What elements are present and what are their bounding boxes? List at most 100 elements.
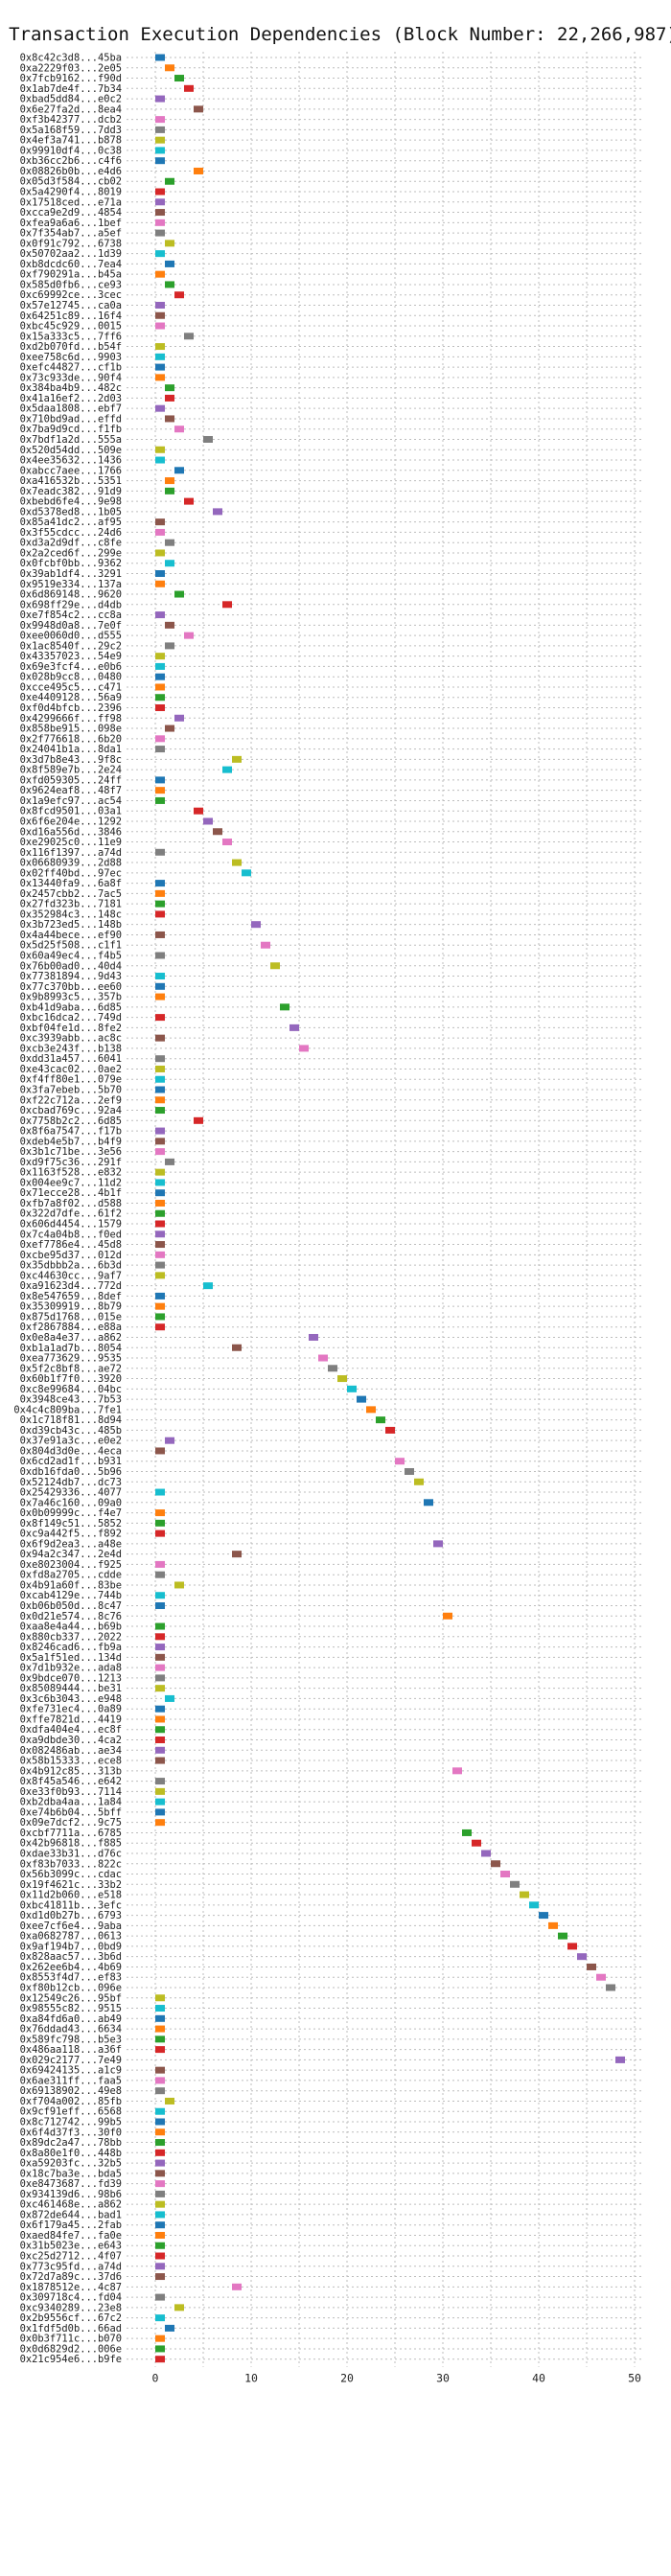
- transaction-label: 0xc9a442f5...f892: [20, 1529, 122, 1540]
- execution-bar: [155, 404, 165, 412]
- execution-bar: [548, 1921, 558, 1929]
- execution-bar: [155, 1065, 165, 1072]
- execution-bar: [165, 394, 174, 402]
- execution-bar: [155, 1530, 165, 1537]
- execution-bar: [165, 1437, 174, 1444]
- execution-bar: [155, 1560, 165, 1568]
- execution-bar: [155, 1220, 165, 1228]
- execution-bar: [155, 456, 165, 464]
- execution-bar: [155, 1055, 165, 1063]
- transaction-label: 0x21c954e6...b9fe: [20, 2354, 122, 2365]
- execution-bar: [155, 2046, 165, 2054]
- execution-bar: [155, 1644, 165, 1651]
- transaction-label: 0xd2b070fd...b54f: [20, 341, 122, 353]
- transaction-label: 0xe29025c0...11e9: [20, 837, 122, 848]
- transaction-label: 0x0e8a4e37...a862: [20, 1332, 122, 1344]
- y-axis-labels: 0x8c42c3d8...45ba0xa2229f03...2e050x7fcb…: [13, 53, 122, 2366]
- transaction-label: 0x19f4621c...33b2: [20, 1879, 122, 1891]
- transaction-label: 0x41a16ef2...2d03: [20, 393, 122, 404]
- execution-bar: [155, 2139, 165, 2147]
- transaction-label: 0xf2867884...e88a: [20, 1322, 122, 1333]
- transaction-label: 0x1163f528...e832: [20, 1167, 122, 1179]
- execution-bar: [155, 1313, 165, 1321]
- transaction-label: 0xf83b7033...822c: [20, 1858, 122, 1870]
- x-axis-labels: 0 10 20 30 40 50: [152, 2372, 641, 2385]
- transaction-label: 0xd1d0b27b...6793: [20, 1910, 122, 1921]
- transaction-label: 0xcb3e243f...b138: [20, 1043, 122, 1054]
- transaction-label: 0x17518ced...e71a: [20, 196, 122, 208]
- execution-bar: [558, 1932, 567, 1940]
- transaction-label: 0xa2229f03...2e05: [20, 62, 122, 74]
- transaction-label: 0x585d0fb6...ce93: [20, 279, 122, 290]
- transaction-label: 0x50702aa2...1d39: [20, 248, 122, 260]
- execution-bar: [155, 1798, 165, 1806]
- execution-bar: [155, 1168, 165, 1176]
- transaction-label: 0xf4ff80e1...079e: [20, 1074, 122, 1086]
- transaction-label: 0x8f589e7b...2e24: [20, 765, 122, 776]
- execution-bar: [155, 2128, 165, 2136]
- transaction-label: 0x858be915...098e: [20, 724, 122, 735]
- execution-bar: [155, 2036, 165, 2043]
- execution-bar: [155, 1787, 165, 1795]
- transaction-label: 0x8f45a546...e642: [20, 1776, 122, 1787]
- transaction-label: 0xd3a2d9df...c8fe: [20, 538, 122, 549]
- transaction-label: 0x05d3f584...cb02: [20, 176, 122, 188]
- transaction-label: 0x8c42c3d8...45ba: [20, 53, 122, 64]
- execution-bar: [165, 539, 174, 546]
- execution-bar: [165, 621, 174, 629]
- execution-bar: [165, 415, 174, 423]
- transaction-label: 0x4b912c85...313b: [20, 1765, 122, 1777]
- execution-bar: [395, 1458, 405, 1465]
- transaction-label: 0x35dbbb2a...6b3d: [20, 1260, 122, 1272]
- transaction-label: 0x872de644...bad1: [20, 2209, 122, 2220]
- execution-bar: [155, 889, 165, 897]
- transaction-label: 0xbebd6fe4...9e98: [20, 496, 122, 508]
- execution-bar: [232, 859, 242, 866]
- execution-bar: [615, 2056, 625, 2063]
- execution-bar: [184, 333, 194, 340]
- execution-bar: [155, 2077, 165, 2084]
- chart-title: Transaction Execution Dependencies (Bloc…: [9, 24, 671, 45]
- execution-bar: [155, 198, 165, 206]
- transaction-label: 0x3948ce43...7b53: [20, 1394, 122, 1406]
- execution-bar: [165, 64, 174, 72]
- transaction-label: 0x35309919...8b79: [20, 1301, 122, 1313]
- execution-bar: [165, 1158, 174, 1165]
- x-tick-label: 40: [532, 2372, 545, 2385]
- execution-bar: [155, 2159, 165, 2167]
- transaction-label: 0x15a333c5...7ff6: [20, 331, 122, 342]
- transaction-label: 0xef7786e4...45d8: [20, 1239, 122, 1251]
- execution-bar: [203, 435, 213, 443]
- transaction-label: 0xc461468e...a862: [20, 2199, 122, 2211]
- execution-bar: [462, 1828, 472, 1836]
- execution-bar: [165, 240, 174, 247]
- execution-bar: [155, 2252, 165, 2260]
- execution-bar: [165, 477, 174, 485]
- transaction-label: 0xa0682787...0613: [20, 1931, 122, 1943]
- transaction-label: 0xe7f854c2...cc8a: [20, 610, 122, 621]
- execution-bar: [232, 1344, 242, 1351]
- transaction-label: 0x73c933de...90f4: [20, 372, 122, 383]
- execution-bar: [155, 1261, 165, 1269]
- execution-bar: [155, 1509, 165, 1517]
- transaction-label: 0x6f9d2ea3...a48e: [20, 1538, 122, 1550]
- execution-bar: [174, 590, 184, 598]
- transaction-label: 0x8553f4d7...ef83: [20, 1972, 122, 1984]
- transaction-label: 0xbf04fe1d...8fe2: [20, 1023, 122, 1034]
- transaction-label: 0x64251c89...16f4: [20, 310, 122, 322]
- transaction-label: 0x8246cad6...fb9a: [20, 1642, 122, 1653]
- execution-bar: [222, 601, 232, 609]
- transaction-label: 0x3c6b3043...e948: [20, 1693, 122, 1705]
- transaction-label: 0x7ba9d9cd...f1fb: [20, 424, 122, 435]
- transaction-label: 0x12549c26...95bf: [20, 1992, 122, 2004]
- transaction-label: 0xb1a1ad7b...8054: [20, 1343, 122, 1354]
- transaction-label: 0xee0060d0...d555: [20, 631, 122, 642]
- transaction-label: 0x0fcbf0bb...9362: [20, 558, 122, 569]
- transaction-label: 0x4c4c809ba...7fe1: [13, 1404, 122, 1415]
- execution-bar: [155, 1571, 165, 1578]
- execution-bar: [155, 787, 165, 794]
- execution-bar: [155, 2231, 165, 2239]
- transaction-label: 0xc8e99684...04bc: [20, 1384, 122, 1395]
- transaction-label: 0x6f179a45...2fab: [20, 2220, 122, 2231]
- execution-bar: [155, 250, 165, 258]
